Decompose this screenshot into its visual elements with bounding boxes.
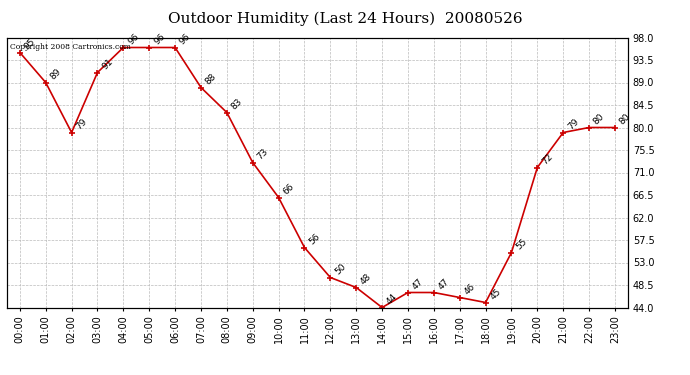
Text: 96: 96 — [178, 32, 193, 46]
Text: 96: 96 — [126, 32, 141, 46]
Text: 95: 95 — [23, 37, 37, 51]
Text: 96: 96 — [152, 32, 166, 46]
Text: 83: 83 — [230, 97, 244, 111]
Text: 47: 47 — [411, 277, 425, 291]
Text: 80: 80 — [618, 112, 632, 126]
Text: Outdoor Humidity (Last 24 Hours)  20080526: Outdoor Humidity (Last 24 Hours) 2008052… — [168, 11, 522, 26]
Text: 72: 72 — [540, 152, 555, 166]
Text: 46: 46 — [462, 282, 477, 296]
Text: 89: 89 — [48, 67, 63, 81]
Text: 73: 73 — [255, 147, 270, 161]
Text: 45: 45 — [489, 287, 503, 301]
Text: 56: 56 — [307, 232, 322, 246]
Text: 66: 66 — [282, 182, 296, 196]
Text: 80: 80 — [592, 112, 607, 126]
Text: 50: 50 — [333, 262, 348, 276]
Text: 55: 55 — [514, 237, 529, 251]
Text: 44: 44 — [385, 292, 400, 306]
Text: Copyright 2008 Cartronics.com: Copyright 2008 Cartronics.com — [10, 43, 131, 51]
Text: 79: 79 — [75, 117, 89, 131]
Text: 88: 88 — [204, 72, 218, 86]
Text: 48: 48 — [359, 272, 373, 286]
Text: 79: 79 — [566, 117, 580, 131]
Text: 47: 47 — [437, 277, 451, 291]
Text: 91: 91 — [100, 57, 115, 71]
